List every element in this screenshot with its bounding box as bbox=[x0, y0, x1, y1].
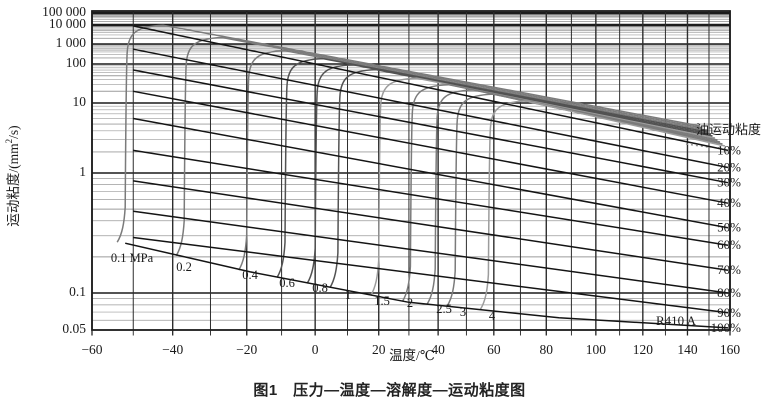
y-tick-label: 10 bbox=[73, 94, 87, 109]
pressure-label: 0.4 bbox=[242, 268, 258, 282]
solubility-lines bbox=[125, 25, 729, 329]
pressure-label: 3 bbox=[460, 305, 466, 319]
solubility-line bbox=[125, 242, 729, 329]
y-tick-label: 0.1 bbox=[69, 284, 86, 299]
x-tick-label: 20 bbox=[372, 342, 386, 357]
plot-frame bbox=[91, 10, 731, 331]
pressure-curve bbox=[370, 77, 716, 296]
solubility-percent-label: 10% bbox=[717, 142, 741, 157]
x-axis-title: 温度/℃ bbox=[389, 348, 435, 363]
x-tick-label: 60 bbox=[487, 342, 501, 357]
y-axis-title: 运动粘度/(mm2/s) bbox=[4, 125, 21, 226]
solubility-line bbox=[133, 210, 729, 294]
pressure-curve bbox=[329, 68, 713, 289]
solubility-percent-label: 20% bbox=[717, 159, 741, 174]
x-tick-label: 160 bbox=[720, 342, 741, 357]
y-tick-label: 1 000 bbox=[56, 35, 87, 50]
axis-ticks bbox=[91, 330, 731, 336]
pressure-label: 2 bbox=[407, 296, 413, 310]
pressure-curve bbox=[446, 93, 723, 307]
solubility-percent-label: 80% bbox=[717, 285, 741, 300]
pressure-label: 0.8 bbox=[312, 281, 328, 295]
pressure-label: 2.5 bbox=[436, 302, 452, 316]
pressure-label: 1.5 bbox=[374, 294, 390, 308]
x-tick-label: 40 bbox=[431, 342, 445, 357]
pressure-curve bbox=[426, 89, 721, 305]
solubility-line bbox=[133, 48, 729, 169]
solubility-line bbox=[133, 69, 729, 184]
pressure-label: 4 bbox=[489, 309, 496, 323]
refrigerant-label: R410 A bbox=[656, 313, 697, 328]
y-tick-label: 100 bbox=[66, 55, 87, 70]
x-tick-label: 80 bbox=[540, 342, 554, 357]
pressure-curve bbox=[116, 24, 701, 243]
x-tick-label: 0 bbox=[312, 342, 319, 357]
solubility-percent-label: 40% bbox=[717, 195, 741, 210]
y-tick-label: 10 000 bbox=[49, 16, 86, 31]
x-tick-labels: −60 −40 −20 0 20 40 60 80 100 120 140 160 bbox=[81, 342, 740, 357]
figure-caption: 图1 压力—温度—溶解度—运动粘度图 bbox=[253, 382, 526, 399]
pressure-curve-dotted-tail bbox=[685, 143, 712, 149]
x-tick-label: −60 bbox=[81, 342, 102, 357]
right-axis-title: 油运动粘度 bbox=[696, 122, 761, 137]
x-tick-label: 120 bbox=[633, 342, 654, 357]
solubility-percent-label: 100% bbox=[711, 320, 742, 335]
x-tick-label: 100 bbox=[586, 342, 607, 357]
solubility-percent-label: 90% bbox=[717, 305, 741, 320]
pressure-curve bbox=[306, 64, 711, 284]
pressure-label: 0.1 MPa bbox=[111, 251, 154, 265]
solubility-percent-label: 50% bbox=[717, 220, 741, 235]
pressure-curve bbox=[479, 100, 726, 310]
solubility-line bbox=[133, 149, 729, 246]
solubility-line bbox=[133, 117, 729, 229]
solubility-percent-label: 60% bbox=[717, 237, 741, 252]
pressure-curve bbox=[276, 57, 708, 278]
x-tick-label: −40 bbox=[162, 342, 183, 357]
pressure-curve bbox=[401, 83, 718, 302]
solubility-percent-labels: 10% 20%30% 40% 50% 60% 70% 80% 90%100% bbox=[711, 142, 742, 334]
solubility-line bbox=[133, 180, 729, 271]
solubility-line bbox=[133, 236, 729, 314]
pressure-labels: 0.1 MPa 0.2 0.4 0.6 0.8 1 1.5 2 2.5 3 4 bbox=[111, 251, 496, 323]
y-tick-label: 100 000 bbox=[42, 4, 86, 19]
pressure-label: 0.2 bbox=[176, 260, 192, 274]
solubility-percent-label: 30% bbox=[717, 175, 741, 190]
solubility-line bbox=[133, 25, 729, 152]
pressure-curve bbox=[175, 36, 703, 257]
solubility-percent-label: 70% bbox=[717, 262, 741, 277]
y-tick-label: 0.05 bbox=[62, 321, 86, 336]
solubility-line bbox=[133, 90, 729, 204]
x-tick-label: −20 bbox=[236, 342, 257, 357]
pressure-label: 0.6 bbox=[279, 276, 295, 290]
y-tick-label: 1 bbox=[79, 164, 86, 179]
x-tick-label: 140 bbox=[677, 342, 698, 357]
pressure-label: 1 bbox=[345, 288, 351, 302]
